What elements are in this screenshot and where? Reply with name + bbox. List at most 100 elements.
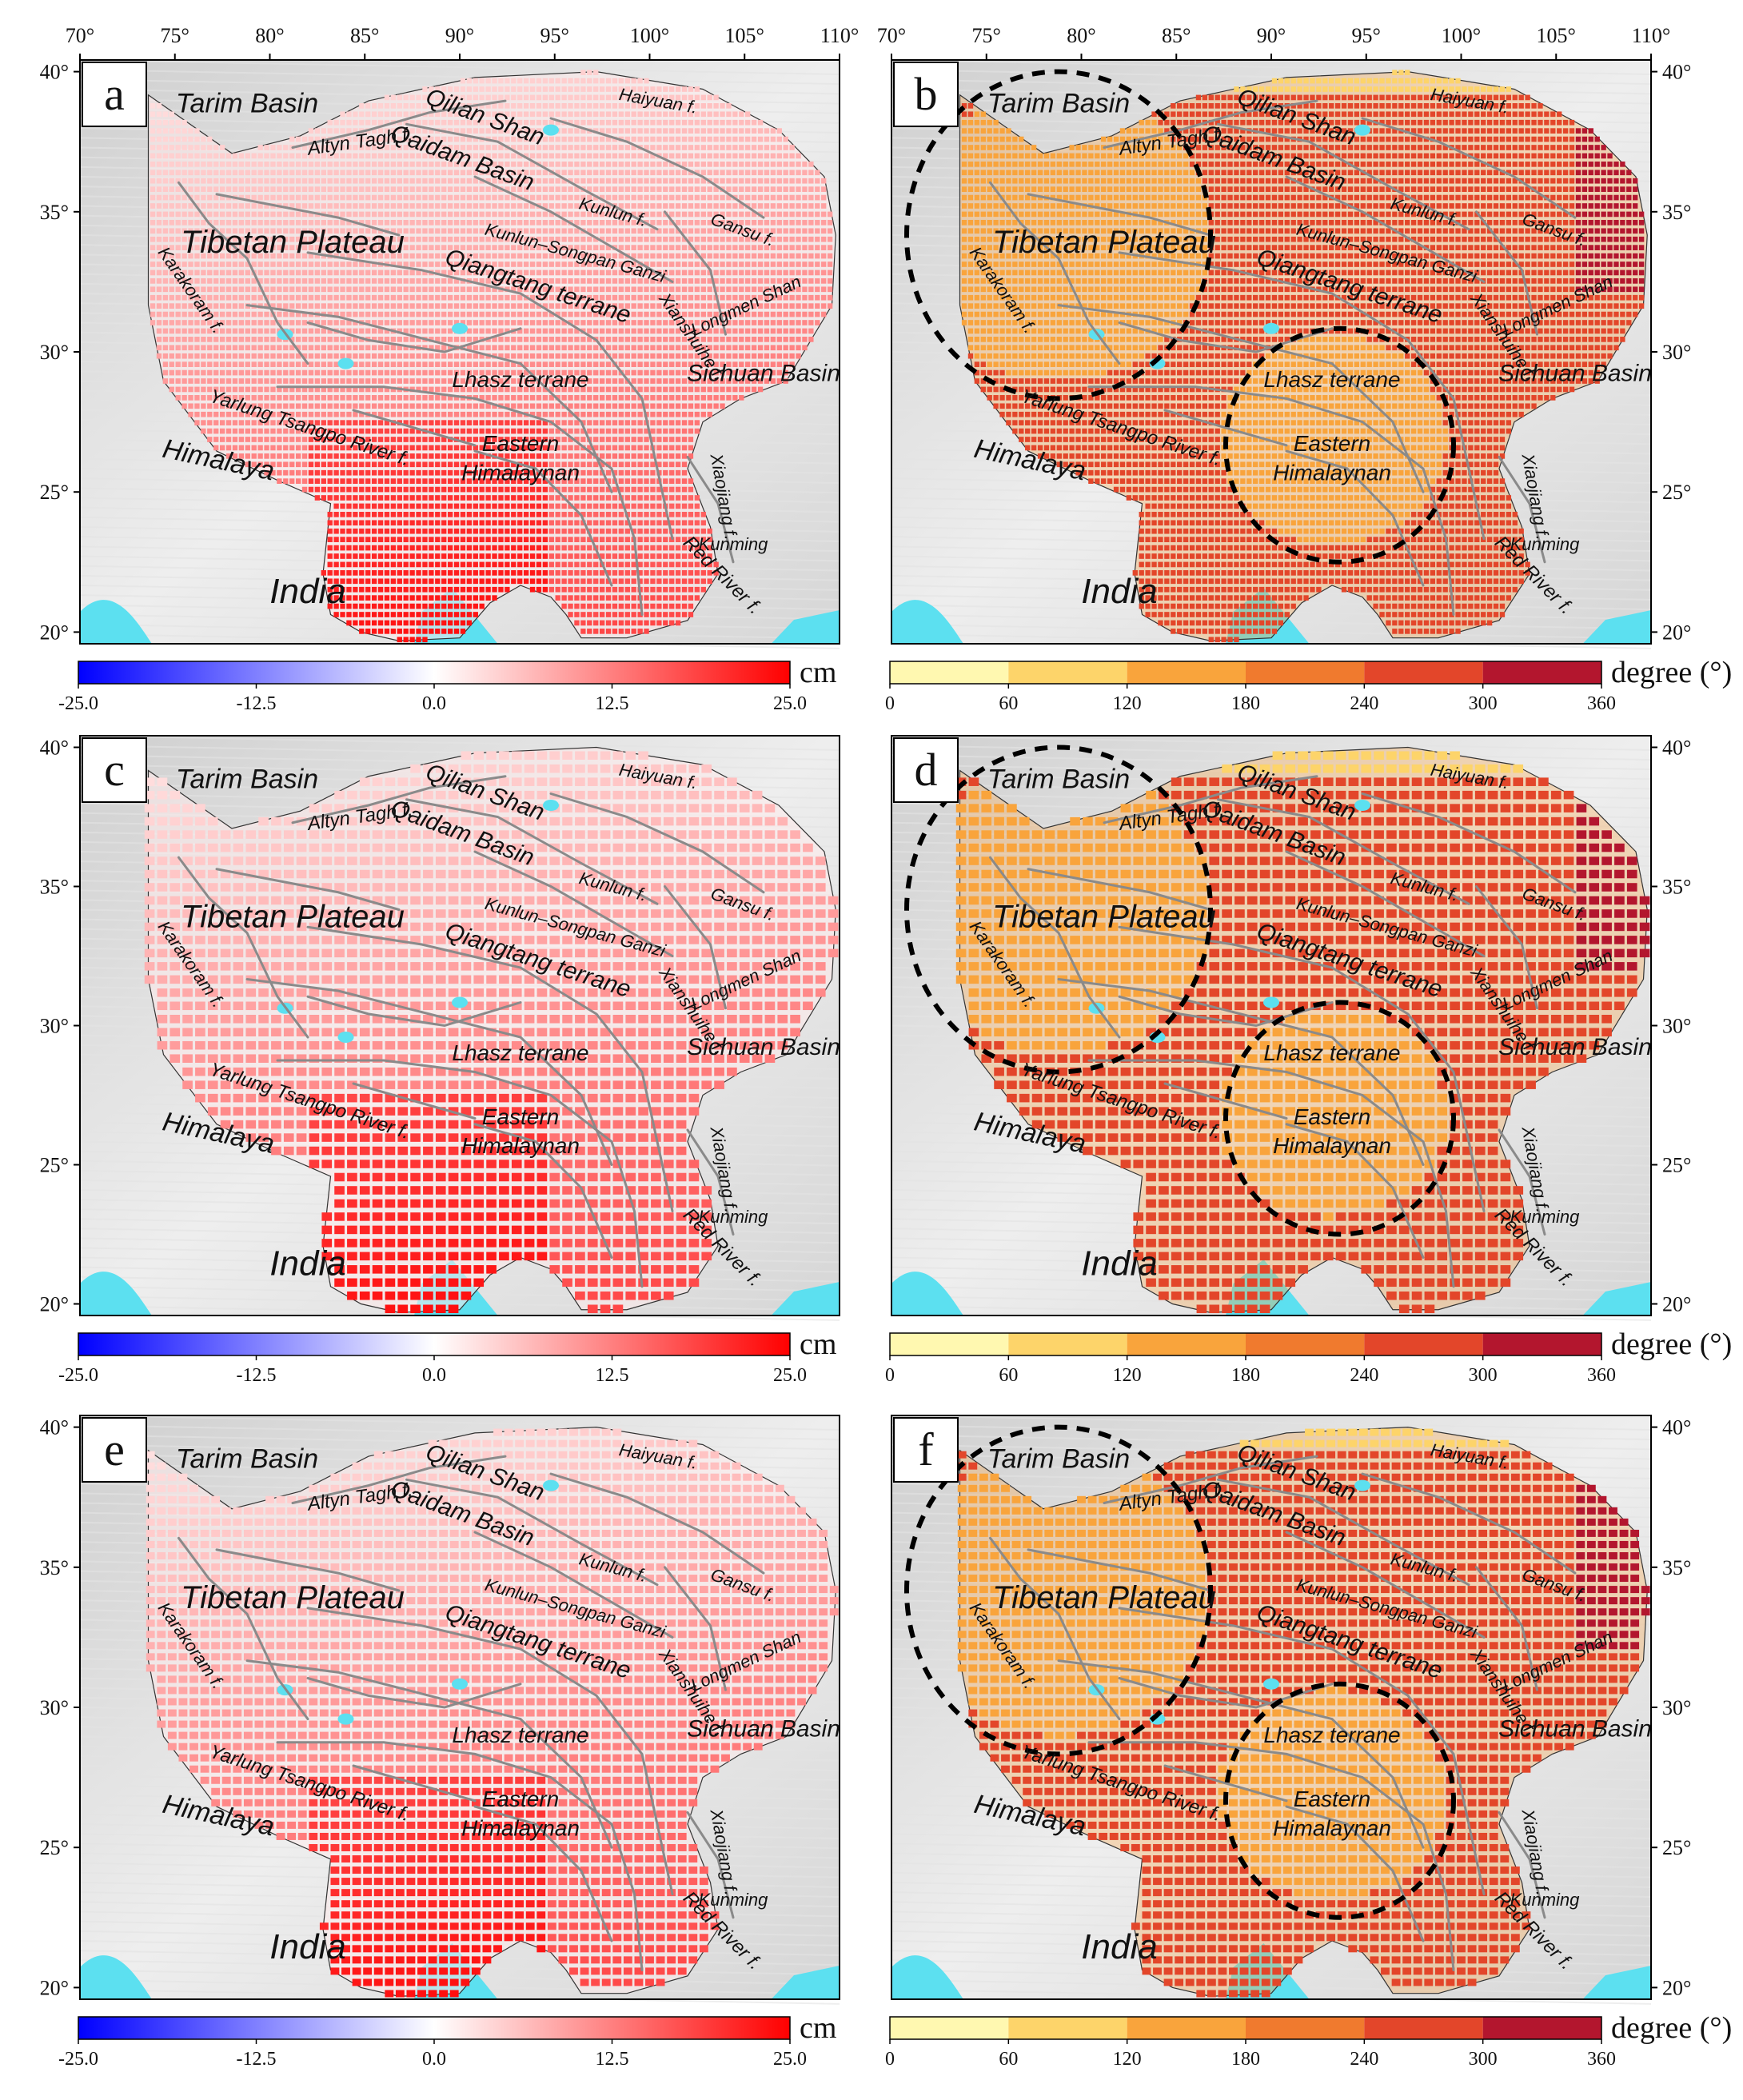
grid-cell	[828, 220, 832, 226]
grid-cell	[467, 195, 472, 201]
grid-cell	[739, 178, 744, 184]
grid-cell	[637, 303, 642, 309]
grid-cell	[378, 412, 383, 417]
grid-cell	[650, 361, 655, 367]
grid-cell	[365, 345, 370, 350]
grid-cell	[435, 295, 440, 301]
grid-cell	[378, 378, 383, 384]
grid-cell	[454, 286, 459, 292]
grid-cell	[524, 303, 528, 309]
grid-cell	[505, 487, 509, 493]
grid-cell	[688, 262, 693, 267]
grid-cell	[587, 170, 592, 175]
grid-cell	[606, 145, 611, 150]
grid-cell	[372, 120, 377, 126]
grid-cell	[429, 512, 433, 517]
grid-cell	[612, 329, 617, 334]
grid-cell	[163, 128, 168, 134]
grid-cell	[150, 145, 155, 150]
grid-cell	[632, 470, 636, 476]
grid-cell	[340, 203, 345, 209]
grid-cell	[277, 154, 281, 159]
grid-cell	[233, 320, 237, 325]
grid-cell	[233, 303, 237, 309]
grid-cell	[530, 520, 535, 525]
grid-cell	[612, 278, 617, 284]
grid-cell	[378, 370, 383, 376]
grid-cell	[777, 212, 782, 218]
grid-cell	[745, 278, 750, 284]
grid-cell	[385, 353, 389, 359]
grid-cell	[385, 203, 389, 209]
grid-cell	[372, 312, 377, 317]
grid-cell	[213, 370, 218, 376]
grid-cell	[372, 537, 377, 542]
grid-cell	[708, 412, 712, 417]
grid-cell	[802, 303, 807, 309]
grid-cell	[619, 520, 624, 525]
grid-cell	[283, 278, 288, 284]
grid-cell	[619, 361, 624, 367]
grid-cell	[441, 420, 446, 425]
grid-cell	[454, 453, 459, 459]
grid-cell	[619, 337, 624, 342]
grid-cell	[372, 162, 377, 167]
grid-cell	[473, 295, 478, 301]
grid-cell	[650, 470, 655, 476]
grid-cell	[606, 345, 611, 350]
grid-cell	[556, 145, 560, 150]
grid-cell	[220, 370, 225, 376]
grid-cell	[600, 437, 604, 442]
grid-cell	[682, 520, 687, 525]
grid-cell	[688, 420, 693, 425]
grid-cell	[701, 128, 706, 134]
grid-cell	[600, 170, 604, 175]
grid-cell	[346, 120, 351, 126]
grid-cell	[391, 437, 396, 442]
grid-cell	[409, 254, 414, 259]
grid-cell	[277, 186, 281, 192]
grid-cell	[663, 137, 668, 142]
grid-cell	[568, 154, 572, 159]
grid-cell	[720, 120, 724, 126]
grid-cell	[713, 395, 718, 401]
grid-cell	[213, 286, 218, 292]
grid-cell	[302, 395, 307, 401]
grid-cell	[758, 128, 763, 134]
grid-cell	[612, 95, 617, 101]
grid-cell	[637, 461, 642, 467]
grid-cell	[467, 303, 472, 309]
grid-cell	[720, 270, 724, 276]
grid-cell	[283, 478, 288, 484]
grid-cell	[188, 128, 193, 134]
grid-cell	[612, 237, 617, 242]
grid-cell	[517, 487, 522, 493]
grid-cell	[758, 195, 763, 201]
grid-cell	[309, 295, 313, 301]
grid-cell	[226, 353, 231, 359]
grid-cell	[397, 103, 402, 109]
grid-cell	[498, 520, 503, 525]
grid-cell	[720, 353, 724, 359]
grid-cell	[213, 361, 218, 367]
grid-cell	[695, 295, 700, 301]
grid-cell	[176, 387, 181, 393]
grid-cell	[556, 220, 560, 226]
grid-cell	[726, 295, 731, 301]
grid-cell	[549, 162, 554, 167]
grid-cell	[480, 520, 485, 525]
grid-cell	[321, 403, 326, 409]
grid-cell	[574, 495, 579, 501]
grid-cell	[777, 270, 782, 276]
grid-cell	[656, 186, 661, 192]
grid-cell	[429, 395, 433, 401]
grid-cell	[802, 278, 807, 284]
grid-cell	[536, 312, 541, 317]
grid-cell	[454, 178, 459, 184]
grid-cell	[701, 295, 706, 301]
grid-cell	[277, 195, 281, 201]
grid-cell	[580, 437, 585, 442]
grid-cell	[708, 170, 712, 175]
grid-cell	[568, 78, 572, 84]
grid-cell	[404, 337, 409, 342]
